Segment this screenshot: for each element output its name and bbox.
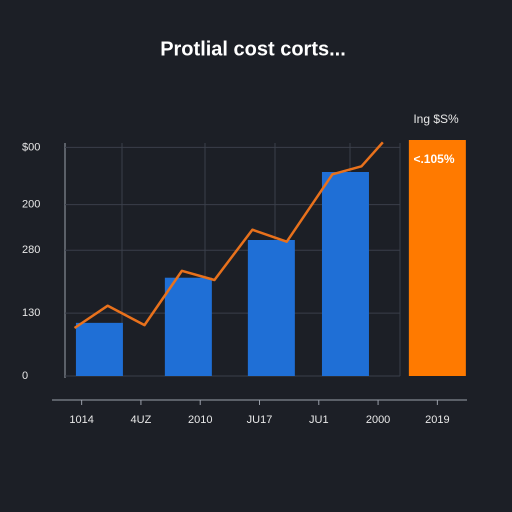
x-tick-label: 2000 (366, 414, 390, 426)
bar (75, 322, 123, 376)
annotation: Ing $S% (413, 112, 459, 126)
y-tick-label: 0 (22, 370, 28, 382)
chart-title: Protlial cost corts... (160, 38, 346, 60)
y-tick-label: 200 (22, 198, 40, 210)
x-tick-label: 4UZ (131, 414, 152, 426)
annotation: <.105% (413, 152, 454, 166)
trend-line (73, 141, 384, 330)
y-tick-label: $00 (22, 141, 40, 153)
y-tick-label: 280 (22, 244, 40, 256)
x-tick-label: 1014 (69, 414, 93, 426)
x-tick-label: 2010 (188, 414, 212, 426)
bar (408, 140, 466, 376)
y-tick-label: 130 (22, 307, 40, 319)
bar (164, 277, 212, 376)
bar (247, 240, 295, 376)
x-tick-label: 2019 (425, 414, 449, 426)
x-tick-label: JU1 (309, 414, 329, 426)
x-tick-label: JU17 (247, 414, 273, 426)
bar (321, 172, 369, 376)
